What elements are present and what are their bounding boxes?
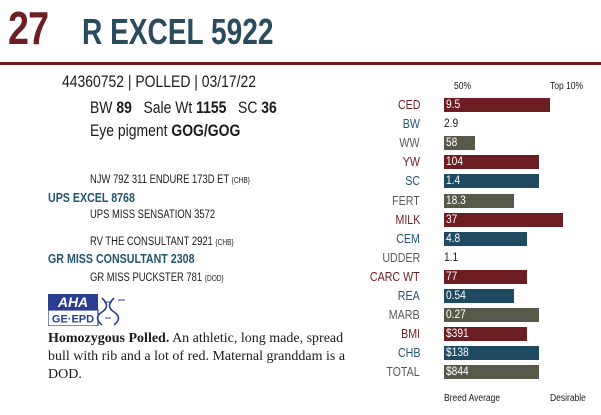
epd-row-yw: YW 104 bbox=[382, 153, 601, 172]
pedigree-dam-dam: GR MISS PUCKSTER 781 {DOD} bbox=[90, 272, 224, 284]
lot-number: 27 bbox=[8, 2, 49, 54]
epd-value: 1.4 bbox=[446, 173, 461, 188]
epd-trait-label: BMI bbox=[401, 326, 420, 342]
epd-bar bbox=[444, 269, 527, 284]
epd-row-ww: WW 58 bbox=[382, 134, 601, 153]
sc-label: SC bbox=[238, 98, 258, 117]
pedigree-sire-sire-name: NJW 79Z 311 ENDURE 173D ET bbox=[90, 174, 230, 186]
epd-row-bw: BW 2.9 bbox=[382, 115, 601, 134]
epd-bar bbox=[444, 327, 527, 342]
epd-value: 0.54 bbox=[446, 288, 466, 302]
epd-row-ced: CED 9.5 bbox=[382, 96, 601, 115]
epd-row-total: TOTAL $844 bbox=[382, 363, 601, 382]
sale-wt-label: Sale Wt bbox=[143, 98, 193, 117]
epd-trait-label: CED bbox=[397, 97, 420, 112]
epd-trait-label: CHB bbox=[397, 345, 420, 361]
epd-value: $391 bbox=[446, 326, 469, 341]
epd-trait-label: BW bbox=[402, 116, 420, 132]
epd-value: 9.5 bbox=[446, 97, 461, 111]
bw-value: 89 bbox=[116, 98, 132, 117]
epd-bar bbox=[444, 308, 539, 323]
eye-pigment-value: GOG/GOG bbox=[171, 121, 241, 140]
epd-value: 0.27 bbox=[446, 307, 466, 322]
epd-trait-label: CARC WT bbox=[370, 268, 420, 284]
epd-row-rea: REA 0.54 bbox=[382, 287, 601, 306]
aha-logo-text: AHA bbox=[57, 294, 88, 310]
epd-trait-label: SC bbox=[405, 173, 420, 189]
pedigree-dam-dam-name: GR MISS PUCKSTER 781 bbox=[90, 272, 203, 284]
epd-trait-label: FERT bbox=[392, 192, 420, 208]
epd-trait-label: TOTAL bbox=[386, 364, 420, 380]
epd-value: 1.1 bbox=[444, 249, 459, 264]
epd-bar bbox=[444, 193, 514, 208]
pedigree-sire-sire: NJW 79Z 311 ENDURE 173D ET {CHB} bbox=[90, 174, 250, 186]
ge-epd-logo-text: GE·EPD bbox=[52, 314, 94, 326]
epd-value: 58 bbox=[446, 135, 458, 150]
aha-ge-epd-logo: AHA GE·EPD bbox=[48, 294, 125, 326]
epd-bar bbox=[444, 212, 563, 227]
registration-line: 44360752 | POLLED | 03/17/22 bbox=[62, 72, 257, 91]
epd-trait-label: WW bbox=[399, 135, 420, 151]
epd-value: 104 bbox=[446, 154, 464, 169]
animal-name: R EXCEL 5922 bbox=[82, 11, 274, 52]
epd-row-milk: MILK 37 bbox=[382, 211, 601, 230]
epd-row-chb: CHB $138 bbox=[382, 344, 601, 363]
epd-footer-desirable: Desirable bbox=[550, 393, 586, 404]
pedigree-dam-sire-tag: {CHB} bbox=[215, 238, 234, 247]
epd-trait-label: MARB bbox=[389, 307, 420, 323]
epd-bar bbox=[444, 98, 550, 112]
weights-line: BW 89 Sale Wt 1155 SC 36 bbox=[90, 98, 277, 118]
epd-bar bbox=[444, 365, 539, 380]
description: Homozygous Polled. An athletic, long mad… bbox=[48, 330, 368, 384]
description-text: An athletic, long made, spread bull with… bbox=[48, 331, 346, 382]
title-rule bbox=[0, 62, 601, 65]
pedigree-sire: UPS EXCEL 8768 bbox=[48, 190, 135, 205]
epd-header-top-ten: Top 10% bbox=[550, 81, 584, 92]
pedigree-sire-sire-tag: {CHB} bbox=[231, 176, 250, 185]
epd-row-cem: CEM 4.8 bbox=[382, 230, 601, 249]
epd-value: $844 bbox=[446, 364, 469, 379]
epd-bar bbox=[444, 174, 539, 189]
eye-pigment-line: Eye pigment GOG/GOG bbox=[90, 121, 240, 141]
epd-row-carc-wt: CARC WT 77 bbox=[370, 268, 601, 287]
pedigree-sire-dam: UPS MISS SENSATION 3572 bbox=[90, 209, 216, 221]
epd-value: 2.9 bbox=[444, 116, 459, 131]
sale-wt-value: 1155 bbox=[196, 98, 227, 117]
epd-trait-label: REA bbox=[398, 288, 420, 303]
epd-bar bbox=[444, 231, 527, 246]
epd-row-marb: MARB 0.27 bbox=[382, 306, 601, 325]
epd-row-fert: FERT 18.3 bbox=[382, 192, 601, 211]
epd-bar bbox=[444, 289, 514, 303]
sc-value: 36 bbox=[261, 98, 277, 117]
epd-bar bbox=[444, 155, 539, 170]
eye-pigment-label: Eye pigment bbox=[90, 121, 168, 140]
epd-bar bbox=[444, 136, 475, 151]
pedigree-dam-sire: RV THE CONSULTANT 2921 {CHB} bbox=[90, 236, 234, 248]
epd-value: 4.8 bbox=[446, 230, 461, 245]
pedigree-dam: GR MISS CONSULTANT 2308 bbox=[48, 251, 195, 266]
pedigree-dam-dam-tag: {DOD} bbox=[204, 274, 224, 283]
epd-trait-label: YW bbox=[402, 154, 420, 170]
pedigree-dam-sire-name: RV THE CONSULTANT 2921 bbox=[90, 236, 213, 248]
epd-trait-label: MILK bbox=[395, 211, 420, 227]
epd-bar bbox=[444, 346, 539, 361]
epd-value: 37 bbox=[446, 211, 458, 226]
epd-header-breed-average: 50% bbox=[454, 81, 472, 92]
epd-trait-label: CEM bbox=[396, 230, 420, 246]
description-lead: Homozygous Polled. bbox=[48, 331, 170, 346]
epd-value: 77 bbox=[446, 268, 458, 283]
epd-value: $138 bbox=[446, 345, 469, 360]
epd-row-sc: SC 1.4 bbox=[382, 172, 601, 191]
epd-row-bmi: BMI $391 bbox=[382, 325, 601, 344]
bw-label: BW bbox=[90, 98, 113, 117]
epd-trait-label: UDDER bbox=[382, 249, 420, 265]
epd-value: 18.3 bbox=[446, 192, 466, 207]
epd-row-udder: UDDER 1.1 bbox=[382, 249, 601, 268]
epd-panel: 50% Top 10% CED 9.5 BW 2.9 WW 58 YW 104 SC 1.4 FER… bbox=[370, 63, 601, 415]
epd-footer-breed-average: Breed Average bbox=[444, 393, 501, 404]
